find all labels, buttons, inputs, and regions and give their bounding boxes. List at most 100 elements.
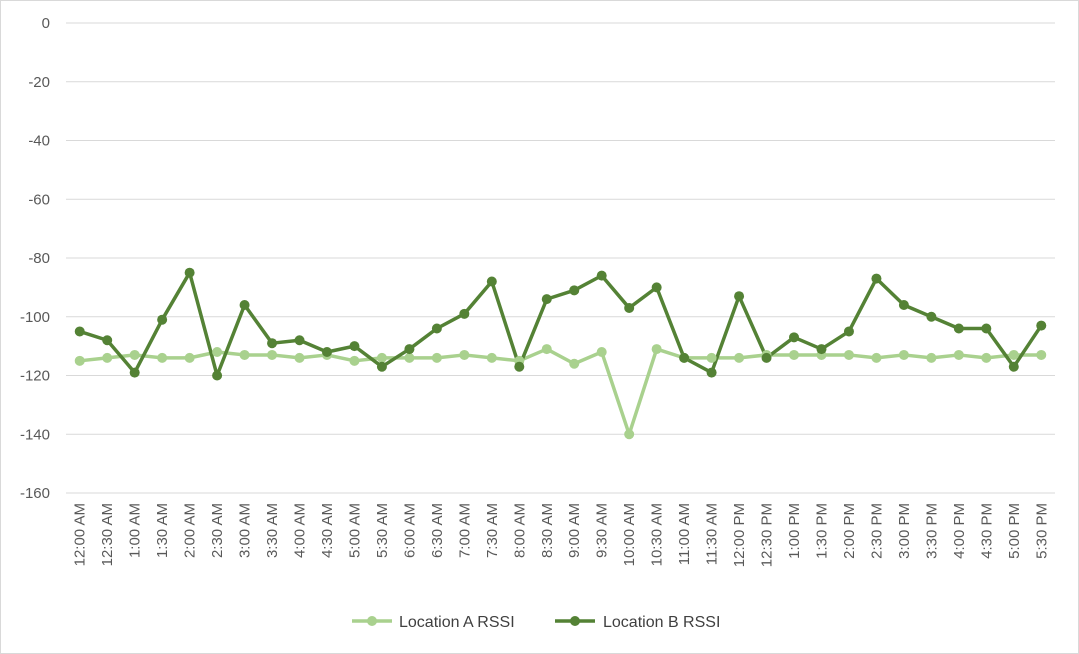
data-point [981, 323, 992, 334]
data-point [486, 352, 497, 363]
data-point [239, 300, 250, 310]
x-tick-label: 12:30 AM [99, 503, 116, 566]
data-point [294, 352, 305, 363]
data-point [624, 429, 635, 440]
data-point [212, 370, 223, 381]
y-tick-label: -140 [20, 426, 50, 443]
data-point [898, 300, 909, 310]
data-point [157, 314, 168, 325]
x-tick-label: 6:30 AM [429, 503, 446, 558]
y-tick-label: -120 [20, 368, 50, 385]
data-point [541, 344, 552, 355]
x-tick-label: 11:00 AM [676, 503, 693, 565]
data-point [514, 361, 525, 372]
data-point [404, 352, 415, 363]
x-tick-label: 1:30 AM [154, 503, 171, 558]
y-tick-label: -100 [20, 309, 50, 326]
data-point [349, 341, 360, 352]
series-lines [77, 270, 1044, 436]
x-axis-tick-labels: 12:00 AM 12:30 AM 1:00 AM 1:30 AM 2:00 AM 2:3… [72, 503, 1051, 567]
legend-label-2: Location B RSSI [603, 614, 720, 631]
x-tick-label: 5:00 AM [346, 503, 363, 558]
x-tick-label: 2:00 AM [182, 503, 199, 558]
data-point [102, 352, 113, 363]
x-tick-label: 12:30 PM [759, 503, 776, 567]
x-tick-label: 2:00 PM [841, 503, 858, 559]
x-tick-label: 3:00 PM [896, 503, 913, 559]
x-tick-label: 3:30 AM [264, 503, 281, 558]
x-tick-label: 12:00 PM [731, 503, 748, 567]
x-tick-label: 11:30 AM [704, 503, 721, 565]
data-point [569, 358, 580, 369]
gridlines [66, 22, 1055, 494]
x-tick-label: 9:00 AM [566, 503, 583, 558]
data-point [981, 352, 992, 363]
x-tick-label: 3:30 PM [923, 503, 940, 559]
data-point [706, 367, 717, 378]
data-point [789, 349, 800, 360]
x-tick-label: 4:30 PM [978, 503, 995, 559]
data-point [376, 361, 387, 372]
legend-marker-2 [570, 616, 580, 626]
data-point [651, 344, 662, 355]
data-point [679, 352, 690, 363]
data-point [184, 352, 195, 363]
data-point [816, 344, 827, 355]
series-line-2 [77, 270, 1044, 378]
data-point [74, 355, 85, 366]
series-points [74, 267, 1047, 440]
x-tick-label: 2:30 AM [209, 503, 226, 558]
data-point [431, 323, 442, 334]
data-point [212, 347, 223, 357]
y-tick-label: -20 [28, 74, 50, 91]
data-point [898, 349, 909, 360]
data-point [486, 276, 497, 287]
x-tick-label: 8:30 AM [539, 503, 556, 558]
data-point [129, 349, 140, 360]
data-point [431, 352, 442, 363]
data-point [1008, 361, 1019, 372]
x-tick-label: 9:30 AM [594, 503, 611, 558]
x-tick-label: 1:00 AM [127, 503, 144, 558]
data-point [926, 311, 937, 322]
data-point [321, 347, 332, 357]
legend-label-1: Location A RSSI [399, 614, 515, 631]
x-tick-label: 6:00 AM [401, 503, 418, 558]
data-point [541, 294, 552, 305]
data-point [596, 270, 607, 281]
data-point [349, 355, 360, 366]
data-point [871, 273, 882, 284]
legend-marker-1 [367, 616, 377, 626]
data-point [706, 352, 717, 363]
data-point [1036, 349, 1047, 360]
data-point [74, 326, 85, 337]
y-tick-label: -80 [28, 250, 50, 267]
data-point [1008, 349, 1019, 360]
x-tick-label: 12:00 AM [72, 503, 89, 566]
data-point [569, 285, 580, 296]
data-point [267, 338, 278, 349]
data-point [459, 349, 470, 360]
y-tick-label: -160 [20, 485, 50, 502]
x-tick-label: 8:00 AM [511, 503, 528, 558]
data-point [376, 352, 387, 363]
x-tick-label: 2:30 PM [868, 503, 885, 559]
x-tick-label: 5:30 PM [1033, 503, 1050, 559]
data-point [734, 352, 745, 363]
data-point [789, 332, 800, 343]
x-tick-label: 3:00 AM [237, 503, 254, 558]
data-point [102, 335, 113, 346]
data-point [843, 326, 854, 337]
data-point [404, 344, 415, 355]
x-tick-label: 1:00 PM [786, 503, 803, 559]
data-point [157, 352, 168, 363]
data-point [239, 349, 250, 360]
data-point [734, 291, 745, 302]
data-point [651, 282, 662, 293]
x-tick-label: 7:00 AM [456, 503, 473, 558]
x-tick-label: 4:30 AM [319, 503, 336, 558]
data-point [624, 302, 635, 313]
data-point [761, 352, 772, 363]
x-tick-label: 4:00 AM [292, 503, 309, 558]
